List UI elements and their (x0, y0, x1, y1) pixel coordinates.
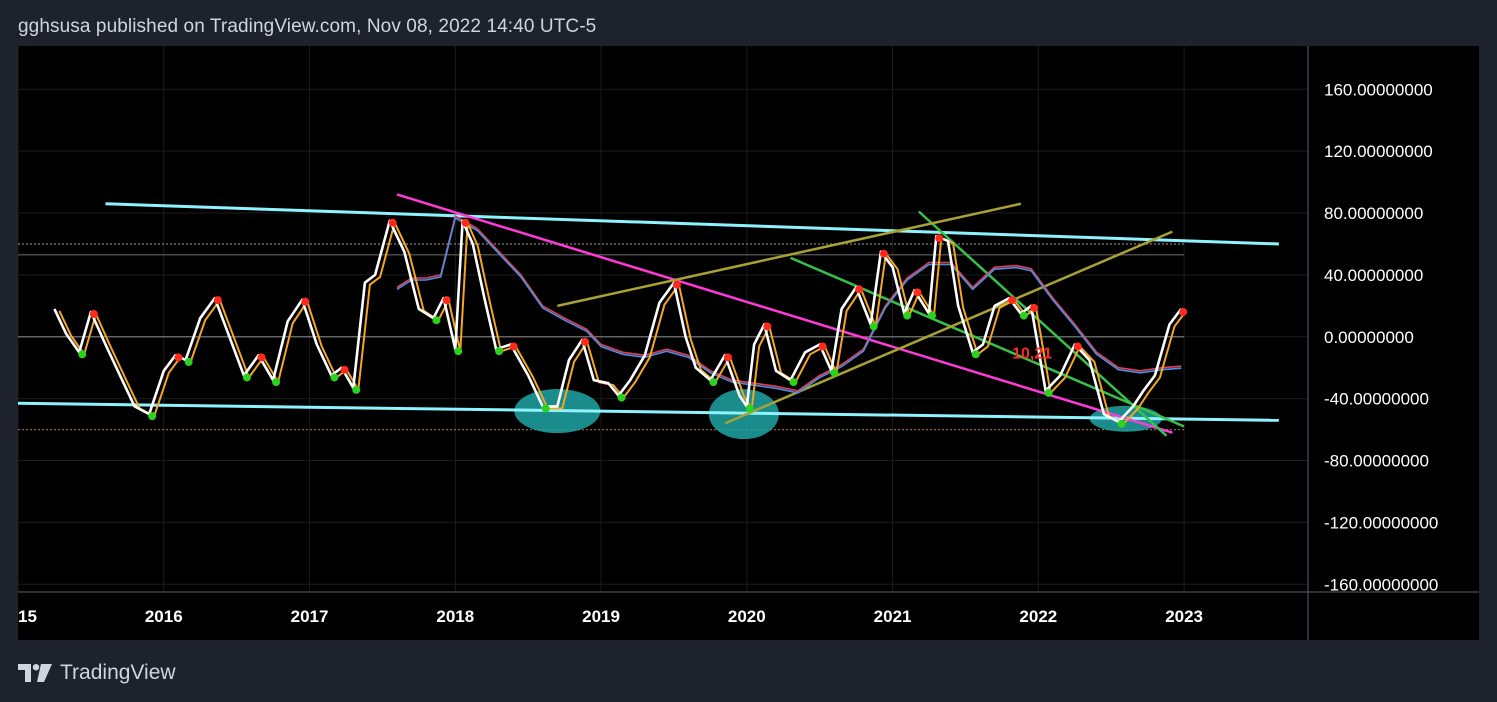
trendline-layer (18, 193, 1279, 437)
slow-ma-red-line (396, 214, 1182, 392)
series-layer (53, 214, 1187, 426)
olive-trendline-1 (557, 202, 1022, 308)
trough-marker (352, 385, 361, 394)
oscillator-line (53, 219, 1183, 424)
trough-marker (78, 350, 87, 359)
cyan-upper-trendline (105, 202, 1279, 246)
peak-marker (301, 297, 310, 306)
peak-marker (509, 342, 518, 351)
x-tick-label: 2017 (291, 607, 329, 626)
peak-marker (1030, 303, 1039, 312)
peak-marker (723, 353, 732, 362)
chart-area[interactable]: 160.00000000 120.00000000 80.00000000 40.00… (18, 46, 1479, 640)
slow-ma-blue-line (396, 216, 1182, 394)
chart-svg[interactable]: 160.00000000 120.00000000 80.00000000 40.00… (18, 46, 1479, 640)
peak-marker (581, 337, 590, 346)
trough-marker (1019, 311, 1028, 320)
reference-lines (18, 243, 1185, 431)
peak-marker (442, 296, 451, 305)
peak-marker (1008, 296, 1017, 305)
x-tick-label: 2016 (145, 607, 183, 626)
peak-marker (855, 285, 864, 294)
trough-marker (617, 393, 626, 402)
tradingview-logo-icon (18, 664, 52, 682)
publish-header: gghsusa published on TradingView.com, No… (18, 16, 597, 37)
green-trendline-2 (917, 210, 1168, 437)
y-tick-label: -40.00000000 (1324, 390, 1429, 409)
green-trendline-1 (790, 256, 1185, 428)
trough-marker (830, 368, 839, 377)
peak-marker (879, 249, 888, 258)
trough-marker (541, 404, 550, 413)
trough-marker (789, 378, 798, 387)
peak-marker (174, 353, 183, 362)
trough-marker (330, 373, 339, 382)
trough-marker (709, 378, 718, 387)
olive-trendline-2 (724, 230, 1173, 425)
peak-marker (1073, 342, 1082, 351)
trough-marker (184, 357, 193, 366)
trough-marker (928, 311, 937, 320)
trough-marker (454, 347, 463, 356)
trough-marker (432, 316, 441, 325)
y-tick-label: 160.00000000 (1324, 80, 1433, 99)
x-tick-label: 2015 (18, 607, 37, 626)
peak-marker (461, 218, 470, 227)
cyan-lower-trendline (18, 401, 1279, 422)
x-tick-label: 2022 (1019, 607, 1057, 626)
y-tick-label: 0.00000000 (1324, 328, 1414, 347)
peak-marker (763, 322, 772, 331)
peak-marker (213, 296, 222, 305)
x-tick-label: 2023 (1165, 607, 1203, 626)
annotation-label: 10,21 (1012, 345, 1052, 362)
peak-marker (672, 280, 681, 289)
y-tick-label: 40.00000000 (1324, 266, 1423, 285)
trough-marker (1117, 419, 1126, 428)
axis-layer: 160.00000000 120.00000000 80.00000000 40.00… (18, 46, 1479, 640)
y-tick-label: -160.00000000 (1324, 575, 1438, 594)
signal-line (58, 219, 1187, 426)
peak-marker (818, 342, 827, 351)
peak-marker (257, 353, 266, 362)
trough-marker (242, 373, 251, 382)
brand-name: TradingView (60, 661, 176, 684)
y-tick-label: 80.00000000 (1324, 204, 1423, 223)
trough-marker (971, 350, 980, 359)
x-tick-label: 2020 (728, 607, 766, 626)
trough-marker (148, 412, 157, 421)
peak-marker (388, 218, 397, 227)
peak-marker (935, 234, 944, 243)
grid-layer (18, 46, 1308, 592)
peak-marker (913, 288, 922, 297)
trough-marker (745, 404, 754, 413)
annotation-layer: 10,21 (1012, 345, 1052, 362)
marker-layer (78, 218, 1188, 428)
x-tick-label: 2019 (582, 607, 620, 626)
y-tick-label: -120.00000000 (1324, 513, 1438, 532)
x-tick-label: 2018 (436, 607, 474, 626)
trough-marker (272, 378, 281, 387)
trough-marker (903, 311, 912, 320)
trough-marker (495, 347, 504, 356)
magenta-trendline (396, 193, 1173, 434)
trough-marker (1044, 388, 1053, 397)
peak-marker (89, 310, 98, 319)
peak-marker (340, 365, 349, 374)
footer-brand[interactable]: TradingView (18, 660, 176, 686)
trough-marker (869, 322, 878, 331)
x-tick-label: 2021 (874, 607, 912, 626)
y-tick-label: 120.00000000 (1324, 142, 1433, 161)
y-tick-label: -80.00000000 (1324, 452, 1429, 471)
peak-marker (1179, 307, 1188, 316)
